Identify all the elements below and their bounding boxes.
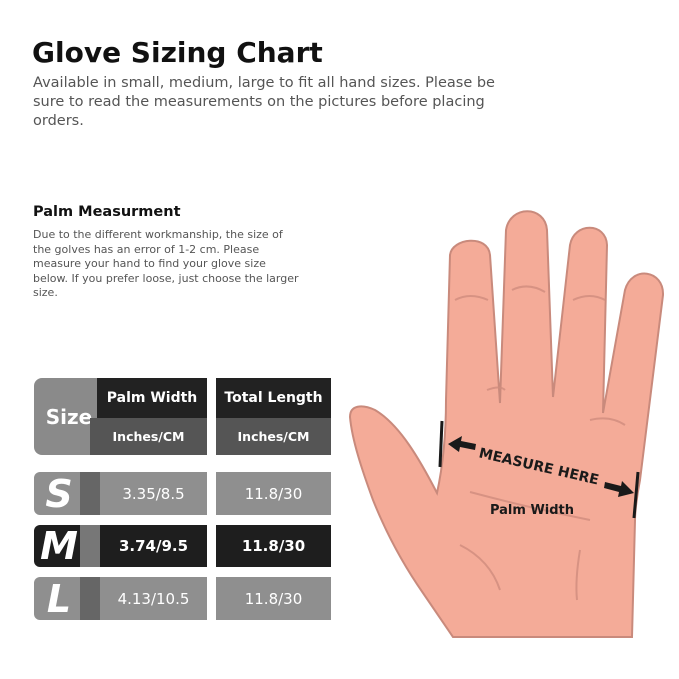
palm-width-header: Palm Width: [97, 378, 207, 418]
palm-width-m: 3.74/9.5: [100, 525, 207, 567]
total-length-s: 11.8/30: [216, 472, 331, 515]
hand-icon: [348, 210, 665, 638]
arrow-left-icon: [448, 436, 476, 452]
size-l: L: [34, 577, 84, 621]
palm-description: Due to the different workmanship, the si…: [33, 228, 299, 299]
total-length-l: 11.8/30: [216, 577, 331, 620]
size-m: M: [34, 524, 84, 568]
row-accent: [80, 577, 100, 620]
measure-tick-left: [438, 420, 444, 468]
row-accent: [80, 525, 100, 567]
hand-creases: [454, 285, 626, 601]
arrow-right-icon: [604, 481, 634, 497]
palm-width-s: 3.35/8.5: [100, 472, 207, 515]
total-length-m: 11.8/30: [216, 525, 331, 567]
row-accent: [80, 472, 100, 515]
palm-width-unit: Inches/CM: [90, 418, 207, 455]
measure-tick-right: [632, 471, 640, 519]
palm-width-label: Palm Width: [490, 503, 574, 518]
palm-width-l: 4.13/10.5: [100, 577, 207, 620]
palm-heading: Palm Measurment: [33, 204, 181, 220]
total-length-header: Total Length: [216, 378, 331, 418]
size-s: S: [34, 472, 84, 516]
total-length-unit: Inches/CM: [216, 418, 331, 455]
page-title: Glove Sizing Chart: [32, 36, 323, 69]
subtitle: Available in small, medium, large to fit…: [33, 75, 495, 129]
size-header: Size: [34, 378, 104, 455]
